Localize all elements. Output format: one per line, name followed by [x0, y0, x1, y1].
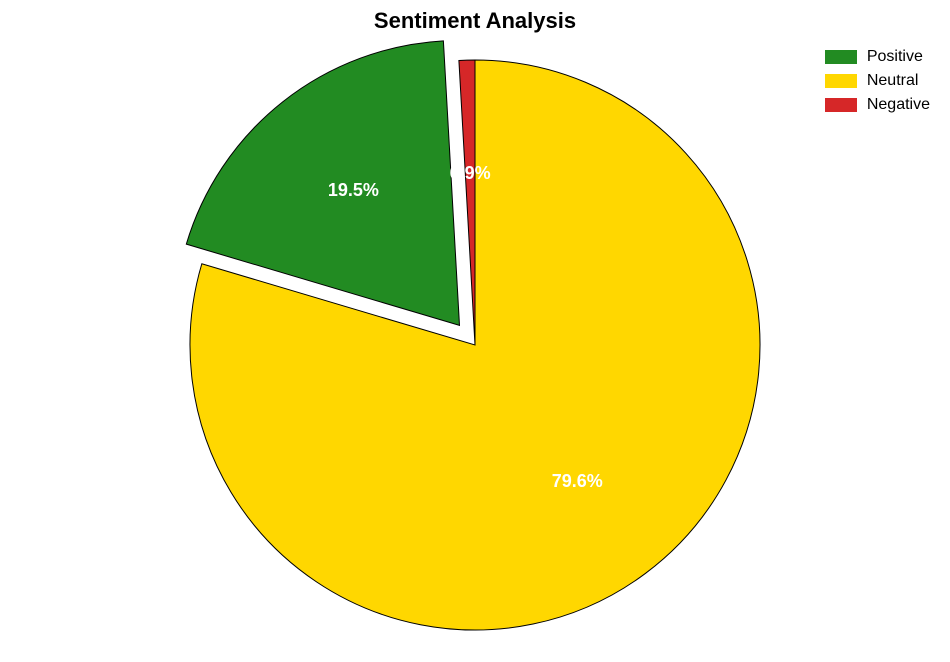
legend-swatch-negative: [825, 98, 857, 112]
legend-item-negative: Negative: [825, 96, 930, 114]
pie-chart-svg: 79.6% 19.5% 0.9%: [0, 0, 950, 662]
legend: Positive Neutral Negative: [825, 48, 930, 120]
slice-label-neutral: 79.6%: [552, 471, 603, 491]
legend-item-positive: Positive: [825, 48, 930, 66]
legend-swatch-positive: [825, 50, 857, 64]
legend-label-negative: Negative: [867, 96, 930, 114]
legend-label-neutral: Neutral: [867, 72, 919, 90]
pie-slice-negative: [459, 60, 475, 345]
pie-chart-container: Sentiment Analysis 79.6%19.5%0.9% Positi…: [0, 0, 950, 662]
legend-item-neutral: Neutral: [825, 72, 930, 90]
legend-swatch-neutral: [825, 74, 857, 88]
legend-label-positive: Positive: [867, 48, 923, 66]
slice-label-negative: 0.9%: [450, 163, 491, 183]
slice-label-positive: 19.5%: [328, 180, 379, 200]
